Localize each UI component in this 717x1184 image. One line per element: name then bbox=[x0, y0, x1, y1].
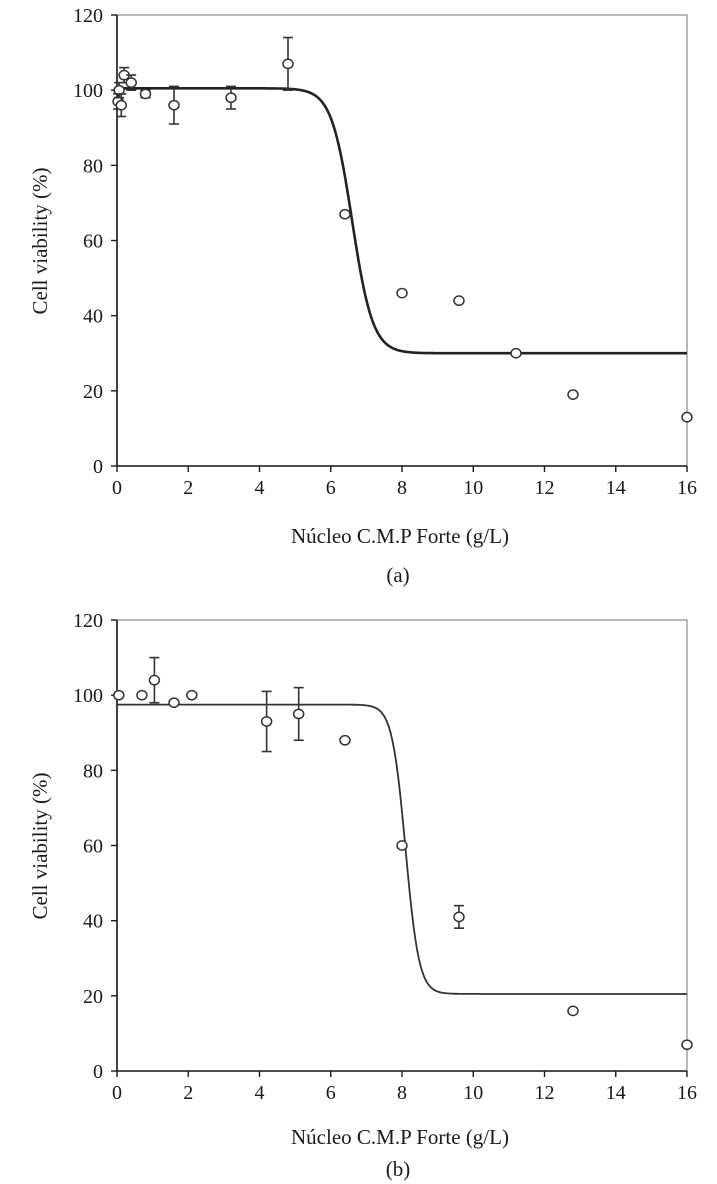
chart-b-data-point bbox=[339, 734, 351, 746]
chart-b-y-tick-label: 80 bbox=[83, 760, 103, 782]
chart-a-data-point bbox=[113, 84, 125, 96]
chart-b-data-point bbox=[396, 840, 408, 851]
chart-b-x-tick-label: 8 bbox=[397, 1082, 407, 1104]
chart-b-x-tick-label: 10 bbox=[463, 1082, 483, 1104]
chart-panel-b: 0 2 4 6 8 10 12 14 16 0 20 40 60 80 100 120 Cell viabil… bbox=[0, 592, 717, 1184]
chart-a-panel-label: (a) bbox=[386, 563, 409, 587]
chart-b-data-point bbox=[292, 708, 305, 720]
chart-a-y-tick-label: 120 bbox=[73, 5, 103, 27]
chart-b-fit-curve bbox=[117, 703, 687, 995]
chart-a-data-point bbox=[282, 58, 294, 70]
chart-a-y-tick-label: 60 bbox=[83, 231, 103, 253]
chart-a-x-tick-label: 16 bbox=[677, 477, 697, 499]
chart-b-marks: 0 2 4 6 8 10 12 14 16 0 20 40 60 80 100 120 bbox=[73, 610, 697, 1104]
chart-a-data-point bbox=[396, 287, 408, 299]
chart-a-ylabel: Cell viability (%) bbox=[28, 168, 52, 315]
chart-b-data-point bbox=[186, 689, 198, 701]
chart-a-y-tick-label: 20 bbox=[83, 381, 103, 403]
chart-a-data-point bbox=[681, 411, 693, 423]
chart-a-data-point bbox=[567, 389, 579, 400]
chart-a-data-point bbox=[339, 208, 351, 220]
chart-a-y-tick-label: 40 bbox=[83, 306, 103, 328]
chart-a-x-tick-label: 0 bbox=[112, 477, 122, 499]
chart-b-data-point bbox=[567, 1005, 579, 1017]
chart-b-x-tick-label: 2 bbox=[183, 1082, 193, 1104]
chart-a-marks: 0 2 4 6 8 10 12 14 16 0 20 40 60 80 100 120 bbox=[73, 5, 697, 499]
chart-a-x-tick-label: 10 bbox=[463, 477, 483, 499]
chart-b-panel-label: (b) bbox=[386, 1157, 411, 1181]
chart-panel-a: 0 2 4 6 8 10 12 14 16 0 20 40 60 80 100 120 Cell viabil… bbox=[28, 5, 697, 587]
chart-b-y-tick-label: 60 bbox=[83, 836, 103, 858]
chart-a-y-tick-label: 100 bbox=[73, 80, 103, 102]
chart-b-x-tick-label: 14 bbox=[606, 1082, 626, 1104]
chart-a-svg: 0 2 4 6 8 10 12 14 16 0 20 40 60 80 100 120 Cell viabil… bbox=[28, 5, 697, 587]
chart-b-data-point bbox=[260, 716, 273, 727]
chart-b-svg: 0 2 4 6 8 10 12 14 16 0 20 40 60 80 100 120 Cell viabil… bbox=[28, 610, 697, 1181]
chart-a-x-tick-label: 6 bbox=[326, 477, 336, 499]
chart-a-x-tick-label: 2 bbox=[183, 477, 193, 499]
chart-a-data-point bbox=[125, 77, 137, 89]
chart-b-x-tick-label: 0 bbox=[112, 1082, 122, 1104]
chart-a-x-tick-label: 8 bbox=[397, 477, 407, 499]
chart-b-y-tick-label: 20 bbox=[83, 986, 103, 1008]
chart-b-ylabel: Cell viability (%) bbox=[28, 773, 52, 920]
chart-b-data-point bbox=[148, 674, 161, 686]
chart-b-y-tick-label: 0 bbox=[93, 1061, 103, 1083]
chart-a-data-point bbox=[115, 99, 128, 111]
chart-a-x-tick-label: 14 bbox=[606, 477, 626, 499]
chart-a-y-tick-label: 80 bbox=[83, 155, 103, 177]
chart-a-data-point bbox=[225, 92, 237, 104]
chart-b-x-tick-label: 4 bbox=[255, 1082, 265, 1104]
chart-a-x-tick-label: 12 bbox=[535, 477, 555, 499]
chart-a-fit-curve bbox=[117, 87, 687, 355]
chart-b-data-point bbox=[168, 697, 180, 709]
chart-b-xlabel: Núcleo C.M.P Forte (g/L) bbox=[291, 1125, 509, 1149]
chart-a-y-tick-label: 0 bbox=[93, 456, 103, 478]
chart-b-x-tick-label: 12 bbox=[535, 1082, 555, 1104]
chart-b-x-tick-label: 6 bbox=[326, 1082, 336, 1104]
chart-b-x-tick-label: 16 bbox=[677, 1082, 697, 1104]
chart-b-data-point bbox=[113, 689, 125, 701]
chart-b-y-tick-label: 100 bbox=[73, 685, 103, 707]
chart-b-data-point bbox=[453, 911, 465, 923]
chart-b-data-point bbox=[136, 689, 148, 701]
chart-a-x-tick-label: 4 bbox=[255, 477, 265, 499]
chart-a-data-point bbox=[453, 295, 465, 306]
chart-b-y-tick-label: 120 bbox=[73, 610, 103, 632]
chart-a-data-point bbox=[139, 88, 152, 100]
chart-b-y-tick-label: 40 bbox=[83, 911, 103, 933]
chart-a-plot-frame bbox=[116, 14, 688, 467]
chart-a-xlabel: Núcleo C.M.P Forte (g/L) bbox=[291, 524, 509, 548]
chart-a-data-point bbox=[510, 347, 522, 359]
chart-a-data-point bbox=[168, 99, 180, 111]
chart-b-data-point bbox=[681, 1039, 693, 1051]
